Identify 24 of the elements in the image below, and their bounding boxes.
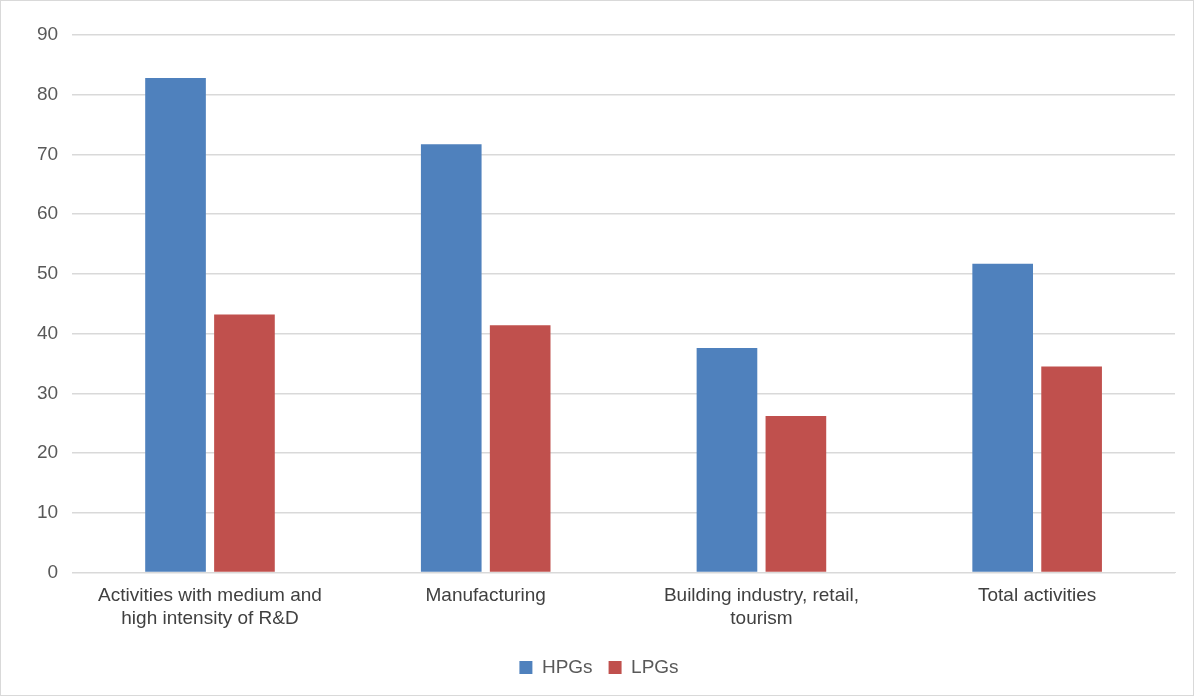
y-tick-label: 20 [36,441,59,463]
bar [420,144,482,572]
y-tick-label: 0 [47,560,59,582]
y-tick-label: 70 [36,142,59,164]
x-tick-label: Building industry, retail, tourism [663,584,859,628]
y-tick-label: 60 [36,202,59,224]
x-tick-label: Activities with medium and high intensity of R&D [98,584,322,628]
y-tick-label: 80 [36,82,59,104]
x-tick-label: Manufacturing [425,584,546,606]
bar [145,77,206,572]
x-tick-label: Total activities [978,584,1097,606]
bar [214,314,275,572]
y-tick-label: 30 [36,381,59,403]
legend-label: LPGs [631,655,679,677]
y-tick-label: 10 [36,500,59,522]
bar [489,325,551,572]
y-tick-label: 40 [36,321,59,343]
y-tick-label: 50 [36,262,59,284]
y-tick-label: 90 [36,23,59,45]
bar [1041,366,1102,572]
bar [696,347,758,572]
legend-label: HPGs [541,655,593,677]
bar [972,263,1034,572]
bar [765,415,827,572]
